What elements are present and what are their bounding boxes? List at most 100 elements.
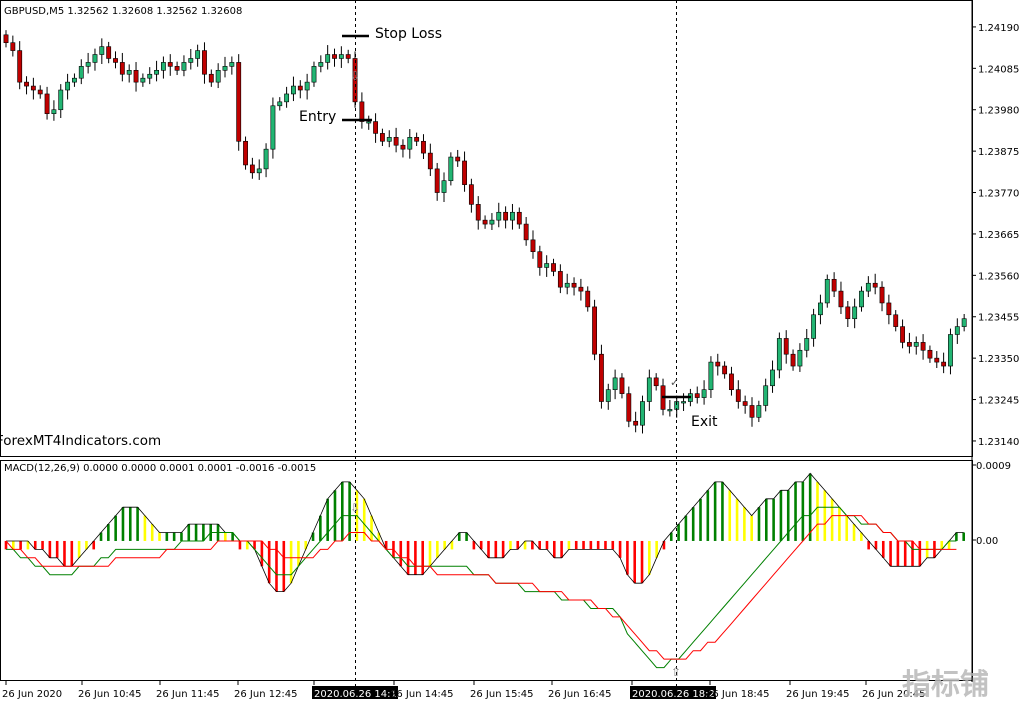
candle-body [119, 62, 125, 75]
macd-exit-arrow-icon: ⇧ [671, 665, 681, 679]
candle-body [913, 342, 919, 347]
price-axis-ticks: 1.24190 1.24085 1.23980 1.23875 1.23770 1.236… [972, 23, 1019, 448]
candle-body [701, 389, 707, 398]
candle-body [852, 306, 858, 320]
candle-body [551, 263, 556, 272]
candle-body [421, 140, 426, 154]
candle-body [783, 338, 789, 355]
candle-body [332, 54, 337, 59]
candle-body [578, 286, 584, 292]
candle-body [667, 409, 673, 412]
candle-body [325, 54, 331, 63]
candle-body [906, 342, 912, 347]
candle-body [140, 77, 146, 83]
candle-body [475, 204, 481, 221]
candle-body [51, 109, 57, 114]
candle-body [797, 349, 803, 367]
candle-body [222, 66, 228, 71]
candle-body [653, 377, 659, 387]
candle-body [174, 66, 180, 71]
macd-histogram-outline [6, 472, 964, 592]
time-tick-label-highlighted: 2020.06.26 18:20 [632, 689, 721, 700]
price-tick-label: 1.23770 [978, 189, 1019, 200]
candle-body [284, 93, 290, 103]
price-tick-label: 1.23980 [978, 106, 1019, 117]
price-tick-label: 1.23140 [978, 437, 1019, 448]
candle-body [920, 342, 926, 351]
candle-body [811, 314, 817, 339]
candle-body [818, 302, 823, 316]
time-tick-label: 26 Jun 18:45 [706, 689, 770, 700]
candle-body [722, 365, 728, 375]
candle-body [838, 290, 844, 308]
candle-body [954, 326, 960, 335]
candle-body [236, 62, 242, 142]
candle-body [756, 405, 762, 418]
candle-body [133, 70, 139, 83]
candle-body [99, 46, 105, 55]
price-tick-label: 1.24085 [978, 64, 1019, 75]
candle-body [345, 54, 351, 59]
candle-body [434, 168, 440, 193]
candle-body [640, 401, 645, 426]
candle-body [824, 278, 830, 304]
candle-body [735, 389, 741, 402]
candle-body [776, 338, 782, 371]
candle-body [215, 70, 221, 83]
macd-sell-arrow-icon: ⇩ [350, 501, 360, 515]
candle-body [65, 81, 71, 91]
time-tick-label: 26 Jun 2020 [2, 689, 62, 700]
macd-tick-top-label: 0.0009 [976, 461, 1011, 472]
candle-body [167, 62, 173, 67]
time-tick-label: 26 Jun 14:45 [390, 689, 454, 700]
stop-loss-label: Stop Loss [375, 26, 442, 42]
candle-body [448, 156, 454, 182]
candle-body [599, 353, 604, 402]
candle-body [619, 377, 625, 394]
candle-body [359, 101, 365, 122]
candle-body [872, 282, 878, 288]
price-tick-label: 1.23875 [978, 147, 1019, 158]
candle-body [592, 306, 598, 355]
candle-body [763, 385, 769, 406]
candle-body [605, 389, 611, 402]
candle-body [462, 160, 467, 185]
macd-tick-zero-label: 0.00 [976, 536, 998, 547]
candle-body [160, 62, 166, 71]
candle-body [681, 401, 686, 404]
candle-body [742, 401, 748, 406]
candle-body [17, 50, 23, 83]
candle-body [879, 286, 885, 304]
signal-line [5, 515, 957, 660]
candle-body [845, 306, 851, 320]
candle-body [489, 219, 495, 225]
candle-body [961, 318, 967, 327]
candle-body [831, 278, 837, 292]
candle-body [633, 420, 639, 426]
candle-body [72, 77, 77, 83]
candle-body [564, 282, 570, 288]
time-tick-label-highlighted: 2020.06.26 14:15 [314, 689, 403, 700]
candle-body [503, 211, 509, 221]
time-tick-label: 26 Jun 15:45 [470, 689, 534, 700]
candle-body [147, 73, 153, 79]
corner-logo: 指标铺 [902, 667, 989, 701]
candle-body [865, 282, 871, 292]
macd-panel [0, 460, 973, 681]
sell-arrow-icon: ⇩ [350, 69, 360, 83]
time-tick-label: 26 Jun 12:45 [234, 689, 298, 700]
candle-body [455, 156, 461, 162]
candle-body [10, 42, 16, 51]
candle-body [934, 357, 940, 363]
candle-body [243, 140, 248, 166]
price-tick-label: 1.23665 [978, 230, 1019, 241]
time-axis: 26 Jun 2020 26 Jun 10:45 26 Jun 11:45 26 Ju… [2, 681, 926, 700]
candle-body [291, 85, 296, 95]
candle-body [393, 137, 399, 146]
macd-lines [5, 506, 957, 669]
candle-body [85, 62, 91, 67]
candle-body [859, 290, 864, 308]
exit-label: Exit [691, 414, 718, 430]
candle-body [366, 121, 372, 124]
